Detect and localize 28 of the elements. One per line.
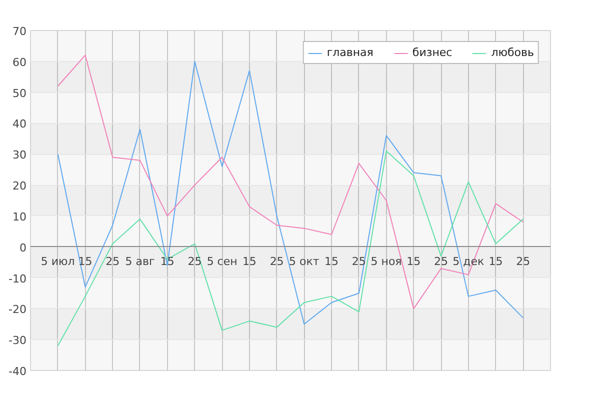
- x-tick-label: 5 окт: [289, 254, 320, 268]
- x-tick-label: 25: [434, 254, 448, 268]
- x-tick-label: 5 ноя: [370, 254, 402, 268]
- y-tick-label: 40: [12, 118, 27, 131]
- y-tick-label: 10: [12, 210, 27, 224]
- x-tick-label: 25: [516, 254, 530, 268]
- x-tick-label: 15: [324, 254, 339, 268]
- x-tick-label: 15: [242, 254, 256, 268]
- legend-label: главная: [326, 46, 374, 59]
- y-tick-label: 20: [12, 180, 27, 193]
- y-tick-label: 50: [12, 86, 27, 100]
- x-tick-label: 5 авг: [125, 254, 155, 268]
- legend-label: любовь: [491, 46, 534, 59]
- x-tick-label: 5 сен: [206, 254, 238, 268]
- y-tick-label: 30: [12, 148, 27, 162]
- y-tick-label: -10: [8, 272, 26, 286]
- x-tick-label: 25: [270, 254, 284, 268]
- y-tick-label: 70: [12, 25, 27, 38]
- x-tick-label: 15: [406, 254, 421, 268]
- y-tick-label: -20: [8, 303, 26, 316]
- legend-label: бизнес: [412, 46, 452, 59]
- y-tick-label: -40: [8, 365, 26, 378]
- y-tick-label: 0: [20, 241, 26, 254]
- y-tick-label: 60: [12, 56, 27, 69]
- x-tick-label: 15: [488, 254, 503, 268]
- y-tick-label: -30: [8, 334, 26, 348]
- x-tick-label: 5 июл: [40, 254, 75, 268]
- x-tick-label: 25: [106, 254, 120, 268]
